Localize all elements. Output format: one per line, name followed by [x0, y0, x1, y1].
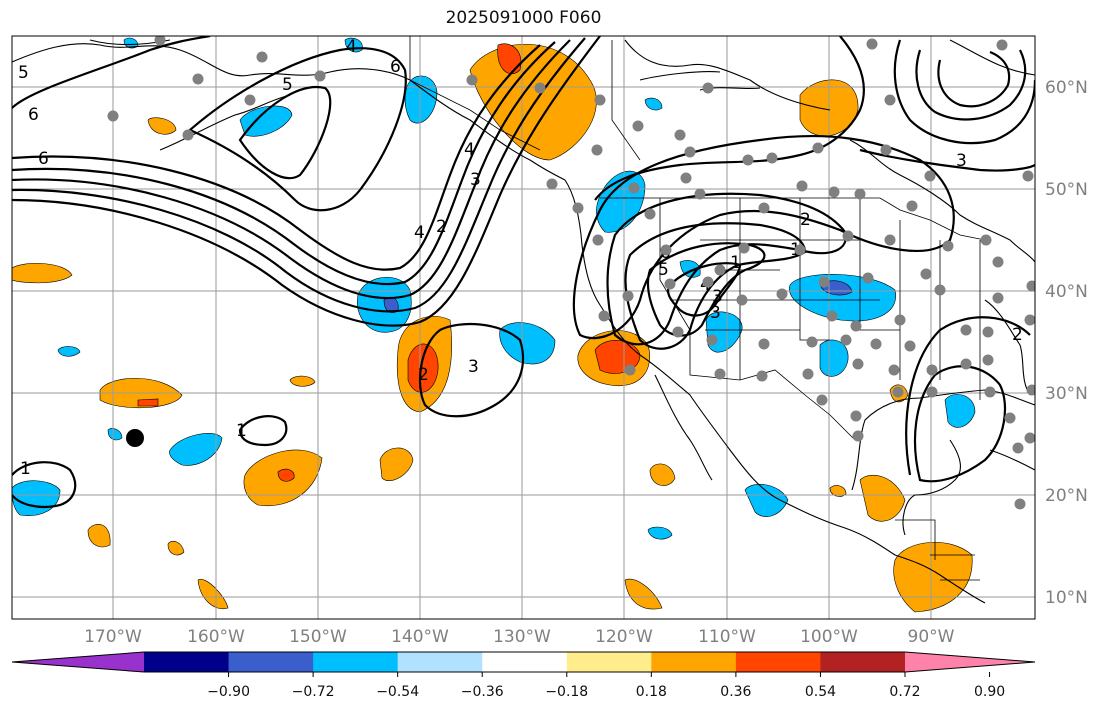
colorbar-box	[144, 652, 230, 672]
colorbar-box	[482, 652, 568, 672]
contour-label: 6	[28, 105, 39, 125]
plot-frame	[11, 35, 1036, 620]
contour-label: 4	[464, 140, 475, 160]
contour-label: 1	[730, 253, 741, 273]
colorbar-box	[566, 652, 652, 672]
contour-label: 4	[414, 223, 425, 243]
lon-label: 90°W	[908, 627, 955, 647]
colorbar-box	[313, 652, 399, 672]
lat-label: 10°N	[1045, 588, 1088, 608]
contour-label: 6	[38, 149, 49, 169]
contour-label: 3	[956, 151, 967, 171]
contour-label: 3	[712, 287, 723, 307]
lat-label: 60°N	[1045, 78, 1088, 98]
lon-label: 120°W	[595, 627, 653, 647]
lat-lon-grid	[12, 36, 1035, 619]
colorbar-extend-high	[905, 652, 1035, 672]
colorbar-tick-label: 0.54	[805, 684, 836, 700]
map-title: 2025091000 F060	[445, 8, 602, 28]
colorbar-tick-label: −0.36	[461, 684, 504, 700]
longitude-labels: 170°W 160°W 150°W 140°W 130°W 120°W 110°…	[84, 627, 955, 647]
lon-label: 100°W	[800, 627, 858, 647]
lat-label: 20°N	[1045, 486, 1088, 506]
colorbar-tick-label: 0.18	[636, 684, 667, 700]
contour-label: 3	[710, 303, 721, 323]
colorbar-tick-label: −0.18	[545, 684, 588, 700]
colorbar-tick-label: 0.90	[974, 684, 1005, 700]
contour-label: 5	[658, 260, 669, 280]
contour-label: 3	[470, 170, 481, 190]
contour-label: 3	[468, 357, 479, 377]
colorbar-outline	[11, 651, 1036, 673]
contour-label: 6	[390, 57, 401, 77]
contour-label: 1	[236, 421, 247, 441]
contour-label: 2	[436, 217, 447, 237]
lat-label: 40°N	[1045, 282, 1088, 302]
colorbar-box	[397, 652, 483, 672]
black-marker-dot	[126, 429, 144, 447]
colorbar-tick-label: −0.72	[292, 684, 335, 700]
contour-label: 1	[20, 459, 31, 479]
contour-label: 5	[282, 75, 293, 95]
colorbar: −0.90 −0.72 −0.54 −0.36 −0.18 0.18 0.36 0.54 0.7…	[11, 651, 1036, 700]
colorbar-box	[651, 652, 737, 672]
contour-label: 2	[418, 365, 429, 385]
shading-positive	[12, 43, 973, 613]
contour-label: 2	[1012, 325, 1023, 345]
lon-label: 140°W	[391, 627, 449, 647]
colorbar-tick-label: −0.90	[207, 684, 250, 700]
lon-label: 150°W	[289, 627, 347, 647]
colorbar-box	[820, 652, 906, 672]
contour-label: 4	[346, 37, 357, 57]
station-dots	[107, 36, 1035, 510]
colorbar-box	[735, 652, 821, 672]
colorbar-extend-low	[12, 652, 144, 672]
contour-label: 5	[18, 63, 29, 83]
lat-label: 30°N	[1045, 384, 1088, 404]
lon-label: 170°W	[84, 627, 142, 647]
colorbar-tick-label: −0.54	[376, 684, 419, 700]
contour-label: 2	[800, 210, 811, 230]
lon-label: 110°W	[698, 627, 756, 647]
colorbar-tick-label: 0.36	[720, 684, 751, 700]
lon-label: 130°W	[493, 627, 551, 647]
colorbar-box	[228, 652, 314, 672]
colorbar-tick-label: 0.72	[889, 684, 920, 700]
lat-label: 50°N	[1045, 180, 1088, 200]
lon-label: 160°W	[187, 627, 245, 647]
latitude-labels: 60°N 50°N 40°N 30°N 20°N 10°N	[1045, 78, 1088, 608]
